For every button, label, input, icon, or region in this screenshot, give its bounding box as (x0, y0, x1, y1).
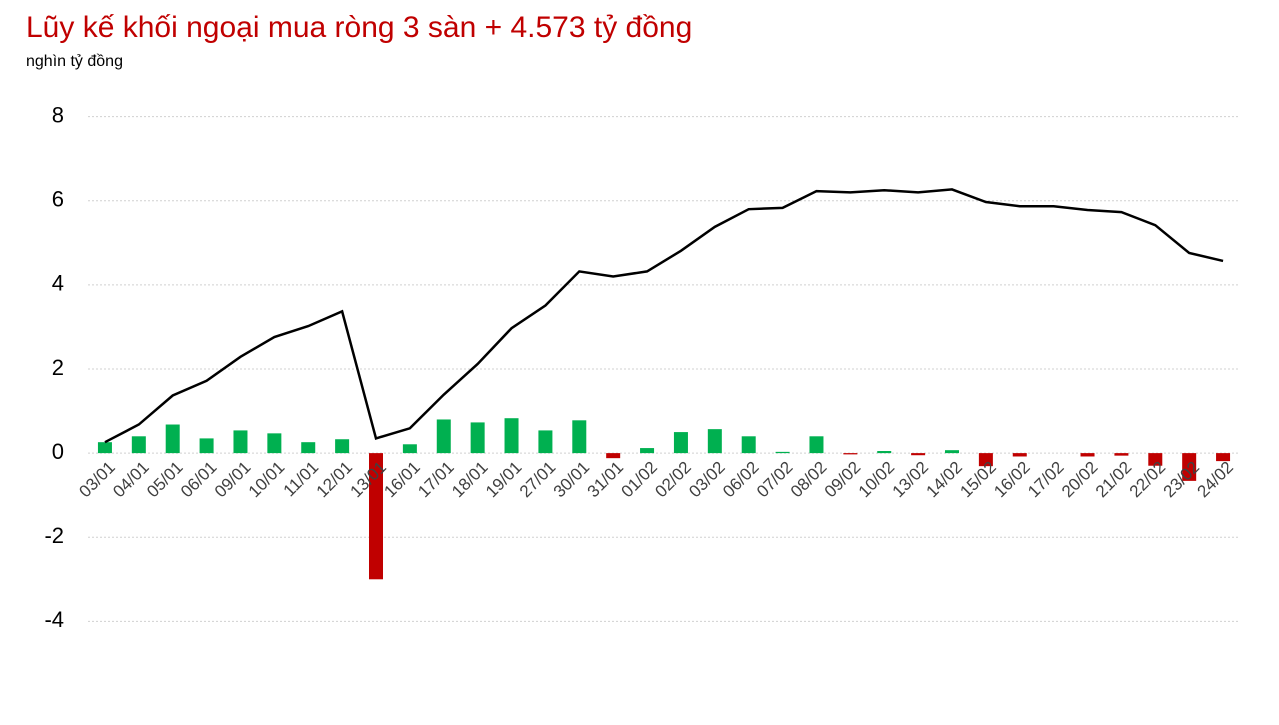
x-tick-label: 09/01 (211, 458, 255, 502)
bar (199, 438, 214, 454)
x-tick-label: 02/02 (651, 458, 695, 502)
x-tick-label: 24/02 (1194, 458, 1238, 502)
x-tick-label: 19/01 (482, 458, 526, 502)
bar (1216, 453, 1231, 462)
y-tick-label: -4 (44, 607, 64, 632)
bar (606, 453, 621, 459)
bar (1080, 453, 1095, 457)
x-tick-label: 20/02 (1058, 458, 1102, 502)
bar (1114, 453, 1129, 456)
x-tick-label: 13/02 (889, 458, 933, 502)
x-tick-label: 30/01 (550, 458, 594, 502)
x-tick-label: 18/01 (448, 458, 492, 502)
bar (131, 436, 146, 454)
x-tick-label: 11/01 (280, 458, 323, 501)
x-tick-label: 14/02 (922, 458, 966, 502)
bar (843, 453, 858, 455)
bar (402, 444, 417, 454)
chart-title: Lũy kế khối ngoại mua ròng 3 sàn + 4.573… (26, 11, 692, 44)
bar (233, 430, 248, 454)
x-tick-label: 01/02 (618, 458, 662, 502)
y-tick-label: 4 (52, 271, 64, 296)
bar (809, 436, 824, 454)
x-tick-label: 16/02 (990, 458, 1034, 502)
bar (538, 430, 553, 454)
line (104, 188, 1224, 444)
bar (945, 450, 959, 454)
bar (267, 433, 282, 454)
x-tick-label: 21/02 (1092, 458, 1136, 502)
bar (572, 420, 587, 454)
y-tick-label: 2 (52, 355, 64, 380)
x-tick-label: 05/01 (143, 458, 187, 502)
x-tick-label: 13/01 (346, 458, 390, 502)
y-tick-label: 8 (52, 102, 64, 127)
bar (335, 439, 350, 454)
y-tick-label: 0 (52, 439, 64, 464)
bar (470, 422, 485, 454)
x-tick-label: 15/02 (956, 458, 1000, 502)
x-tick-label: 16/01 (380, 458, 424, 502)
bar (707, 429, 722, 454)
bar (911, 453, 926, 456)
bar (775, 451, 790, 454)
x-tick-label: 08/02 (787, 458, 831, 502)
x-tick-label: 07/02 (753, 458, 797, 502)
bar (301, 442, 316, 454)
chart-subtitle: nghìn tỷ đồng (26, 53, 123, 70)
y-tick-label: 6 (52, 187, 64, 212)
x-tick-label: 09/02 (821, 458, 865, 502)
bar (369, 453, 383, 580)
x-tick-label: 23/02 (1160, 458, 1204, 502)
bar (1012, 453, 1027, 457)
x-tick-label: 06/02 (719, 458, 763, 502)
bar (1182, 453, 1197, 481)
x-tick-label: 27/01 (516, 458, 560, 502)
bar (877, 451, 892, 454)
x-tick-label: 17/01 (414, 458, 458, 502)
bar (436, 419, 451, 454)
x-tick-label: 10/02 (855, 458, 899, 502)
x-tick-label: 22/02 (1126, 458, 1170, 502)
x-tick-label: 10/01 (245, 458, 289, 502)
bar (640, 448, 655, 454)
bar (978, 453, 993, 467)
x-tick-label: 17/02 (1024, 458, 1068, 502)
bar (165, 424, 180, 454)
bar (673, 432, 688, 454)
bar (504, 418, 519, 454)
x-tick-label: 31/01 (584, 458, 628, 502)
bar (1148, 453, 1163, 466)
x-tick-label: 06/01 (177, 458, 221, 502)
x-tick-label: 12/01 (313, 458, 357, 502)
x-tick-label: 04/01 (109, 458, 153, 502)
bar (97, 442, 112, 454)
bar (741, 436, 756, 454)
x-tick-label: 03/02 (685, 458, 729, 502)
x-tick-label: 03/01 (75, 458, 119, 502)
y-tick-label: -2 (44, 523, 64, 548)
